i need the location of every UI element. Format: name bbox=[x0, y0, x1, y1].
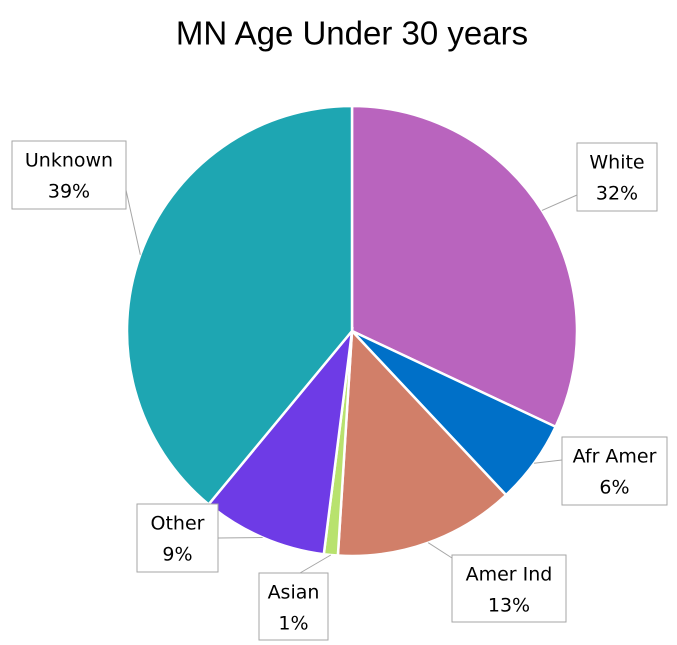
pie-slice bbox=[125, 104, 354, 507]
leader-line bbox=[533, 459, 563, 464]
leader-line bbox=[299, 554, 332, 574]
label-box bbox=[451, 554, 567, 623]
value-label: 32% bbox=[596, 183, 638, 205]
pie-slice bbox=[336, 328, 508, 558]
category-label: Unknown bbox=[25, 150, 113, 172]
value-label: 39% bbox=[48, 181, 90, 203]
leader-line bbox=[541, 194, 578, 211]
category-label: Afr Amer bbox=[573, 446, 657, 468]
category-label: White bbox=[589, 152, 644, 174]
value-label: 13% bbox=[488, 595, 530, 617]
value-label: 6% bbox=[599, 477, 629, 499]
value-label: 1% bbox=[278, 613, 308, 635]
value-label: 9% bbox=[162, 544, 192, 566]
label-box bbox=[136, 503, 219, 573]
category-label: Other bbox=[151, 513, 205, 535]
label-box bbox=[576, 142, 658, 212]
label-box bbox=[561, 436, 668, 506]
chart-title: MN Age Under 30 years bbox=[176, 15, 528, 52]
category-label: Amer Ind bbox=[466, 564, 553, 586]
leader-line bbox=[217, 536, 263, 539]
leader-line bbox=[427, 542, 453, 559]
pie-slice bbox=[350, 104, 579, 429]
category-label: Asian bbox=[268, 582, 320, 604]
label-box bbox=[258, 572, 329, 641]
leader-line bbox=[125, 189, 141, 255]
label-box bbox=[11, 140, 127, 210]
